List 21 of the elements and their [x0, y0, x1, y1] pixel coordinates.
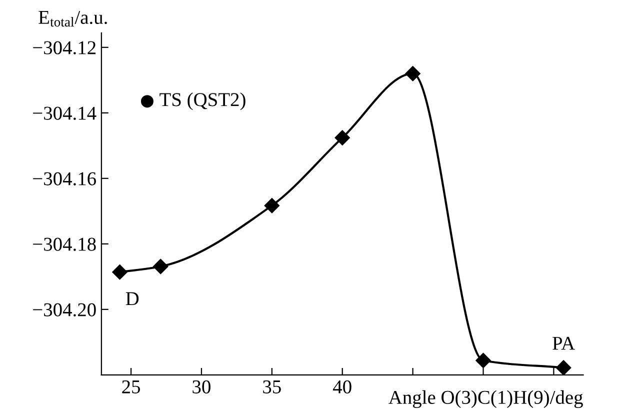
x-axis-title: Angle O(3)C(1)H(9)/deg — [388, 390, 583, 408]
y-axis-title: E$_{total}$/a.u. — [38, 10, 107, 27]
point — [556, 360, 572, 375]
x-tick-label: 25 — [122, 380, 140, 394]
y-tick-label: −304.16 — [33, 172, 96, 186]
x-tick-label: 40 — [333, 380, 352, 394]
annotation: PA — [552, 336, 575, 350]
y-tick-label: −304.18 — [33, 238, 96, 251]
y-tick-label: −304.12 — [33, 41, 96, 54]
annotation: D — [126, 292, 139, 306]
point — [264, 198, 280, 214]
annotation: TS (QST2) — [160, 92, 246, 110]
point — [112, 264, 128, 280]
y-tick-label: −304.20 — [33, 303, 96, 316]
x-tick-label: 30 — [192, 380, 210, 394]
y-tick-label: −304.14 — [33, 106, 96, 120]
point — [405, 66, 420, 82]
point — [153, 258, 168, 274]
point — [476, 352, 491, 368]
point — [334, 130, 350, 146]
x-tick-label: 35 — [263, 380, 281, 394]
